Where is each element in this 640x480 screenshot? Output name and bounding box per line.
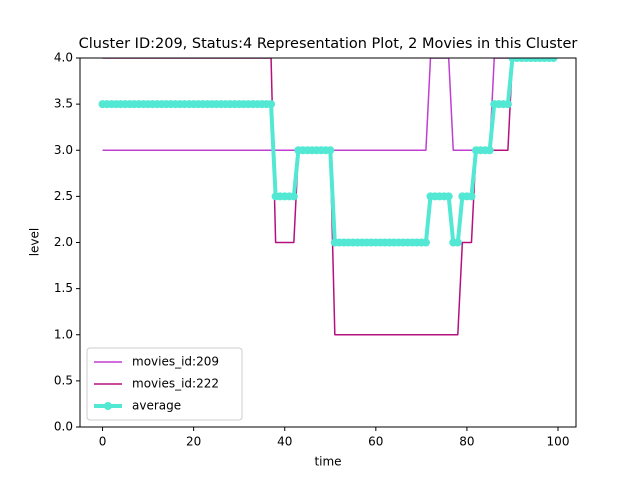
chart-title: Cluster ID:209, Status:4 Representation … bbox=[79, 36, 578, 52]
legend-marker bbox=[104, 402, 112, 410]
y-tick-label: 0.0 bbox=[54, 420, 73, 434]
point-marker bbox=[421, 238, 430, 247]
series-line bbox=[102, 58, 554, 336]
x-axis-label: time bbox=[314, 455, 341, 469]
y-tick-label: 0.5 bbox=[54, 373, 73, 387]
point-marker bbox=[503, 100, 512, 109]
point-marker bbox=[467, 192, 476, 201]
y-tick-label: 2.5 bbox=[54, 189, 73, 203]
x-tick-label: 80 bbox=[459, 435, 474, 449]
point-marker bbox=[444, 192, 453, 201]
y-tick-label: 3.0 bbox=[54, 143, 73, 157]
x-tick-label: 40 bbox=[277, 435, 292, 449]
x-tick-label: 100 bbox=[547, 435, 570, 449]
legend-label: movies_id:209 bbox=[132, 355, 219, 369]
point-marker bbox=[549, 58, 558, 62]
y-tick-label: 4.0 bbox=[54, 51, 73, 65]
point-marker bbox=[326, 146, 335, 155]
x-tick-label: 0 bbox=[99, 435, 107, 449]
plot-area bbox=[98, 58, 558, 336]
point-marker bbox=[485, 146, 494, 155]
legend-box bbox=[86, 347, 243, 421]
x-tick-label: 60 bbox=[368, 435, 383, 449]
y-tick-label: 1.0 bbox=[54, 327, 73, 341]
y-tick-label: 2.0 bbox=[54, 235, 73, 249]
point-marker bbox=[289, 192, 298, 201]
point-marker bbox=[267, 100, 276, 109]
point-marker bbox=[453, 238, 462, 247]
y-tick-label: 3.5 bbox=[54, 97, 73, 111]
x-tick-label: 20 bbox=[186, 435, 201, 449]
y-tick-label: 1.5 bbox=[54, 281, 73, 295]
y-axis-label: level bbox=[28, 228, 42, 257]
legend-label: movies_id:222 bbox=[132, 377, 219, 391]
legend-label: average bbox=[132, 399, 181, 413]
